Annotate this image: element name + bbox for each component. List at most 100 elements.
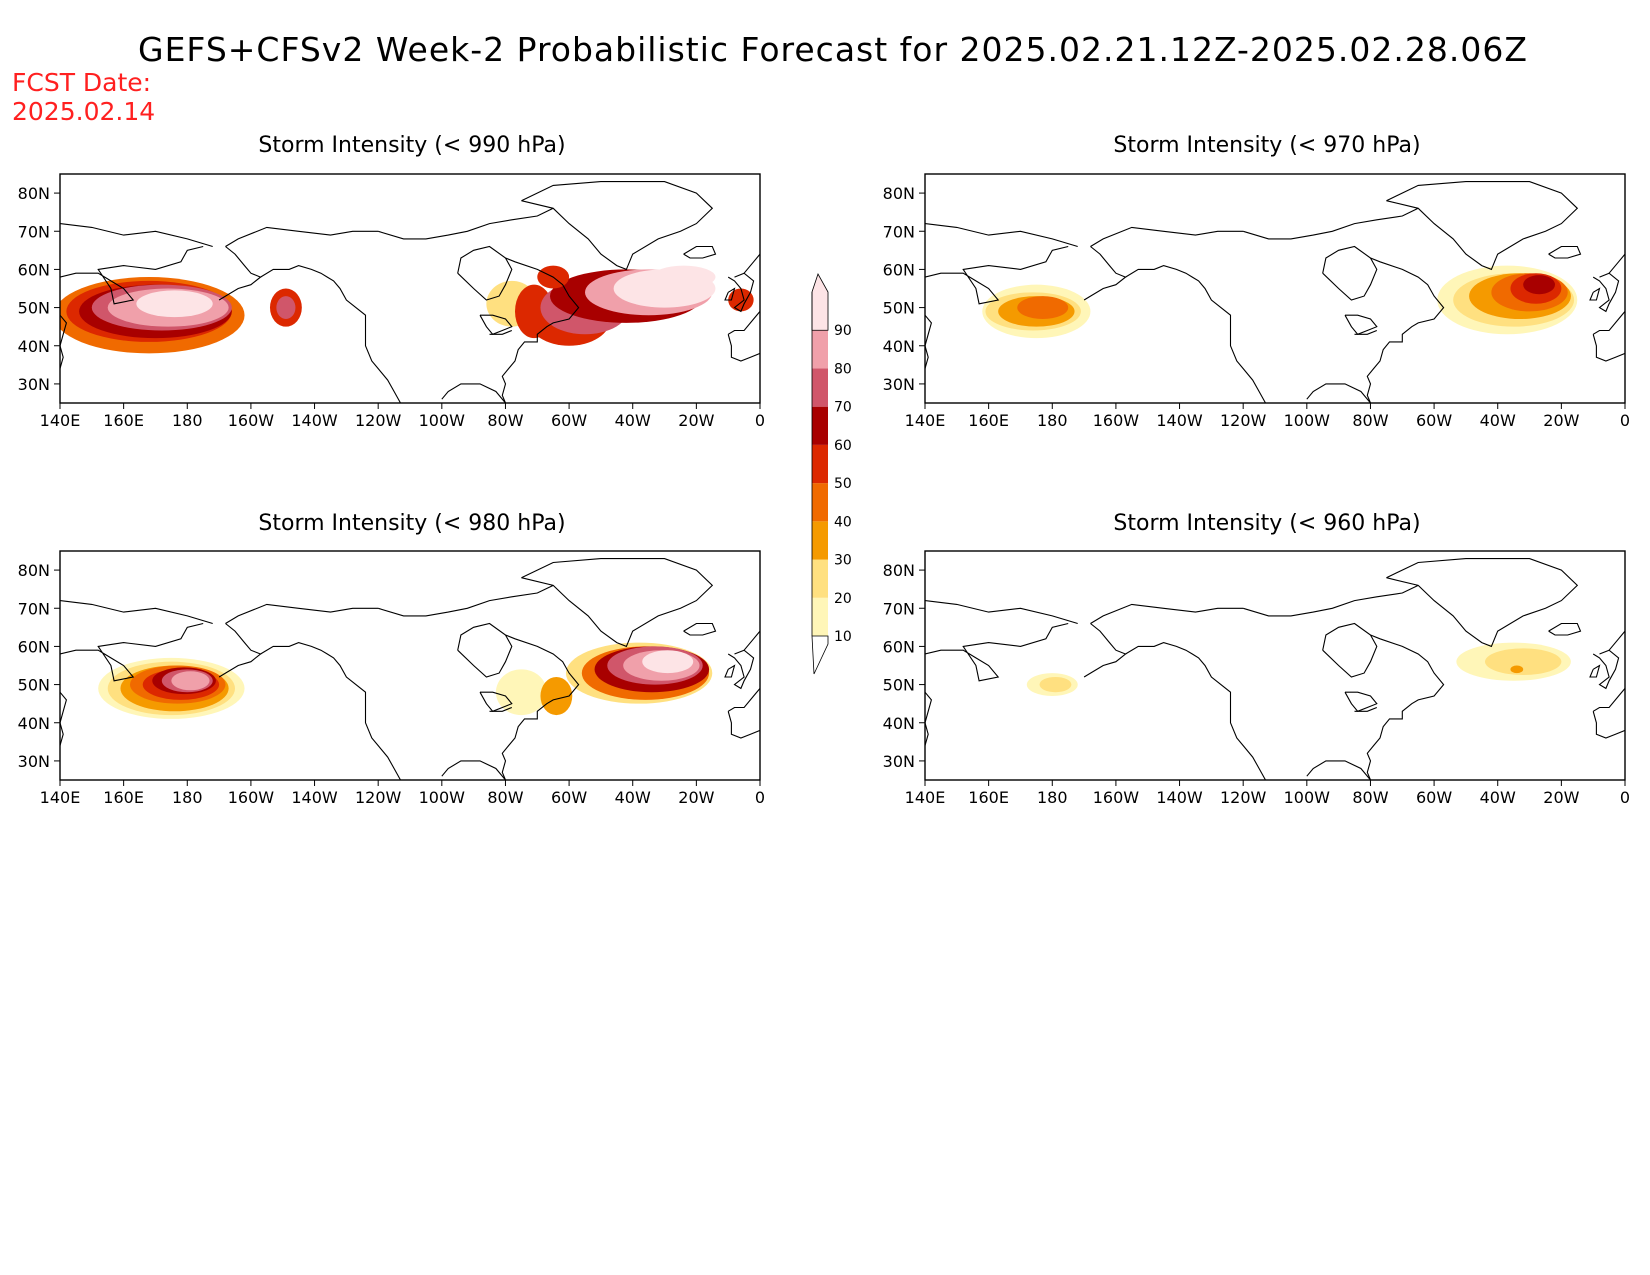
probability-shading: [495, 669, 547, 716]
lon-tick-label: 140E: [40, 411, 81, 430]
colorbar-swatch: [812, 444, 828, 484]
coastline: [1592, 272, 1620, 313]
coastline: [441, 383, 506, 403]
coastline: [1354, 706, 1378, 712]
coastline: [489, 706, 513, 712]
lon-tick-label: 60W: [551, 411, 587, 430]
coastline: [1306, 383, 1371, 403]
coastline: [225, 603, 379, 624]
coastline: [60, 622, 204, 682]
probability-shading: [136, 290, 213, 318]
lon-tick-label: 160E: [103, 788, 144, 807]
lat-tick-label: 30N: [18, 375, 50, 394]
coastline: [260, 265, 401, 403]
coastline: [727, 334, 760, 362]
coastline: [60, 314, 68, 369]
colorbar-label: 40: [834, 514, 852, 530]
coastline: [1608, 253, 1625, 274]
coastline: [1366, 257, 1445, 403]
coastline: [1608, 630, 1625, 651]
lon-tick-label: 160W: [228, 788, 275, 807]
lon-tick-label: 160W: [228, 411, 275, 430]
coastline: [225, 226, 379, 247]
coastline: [1344, 314, 1378, 335]
probability-shading: [651, 265, 716, 289]
coastline: [743, 253, 760, 274]
lat-tick-label: 50N: [18, 676, 50, 695]
colorbar-swatch: [812, 559, 828, 598]
lon-tick-label: 140E: [905, 411, 946, 430]
lon-tick-label: 120W: [355, 788, 402, 807]
colorbar-swatch: [812, 597, 828, 636]
coastline: [1386, 181, 1579, 271]
lon-tick-label: 160W: [1093, 788, 1140, 807]
forecast-date: FCST Date: 2025.02.14: [12, 68, 155, 126]
coastline: [501, 257, 580, 403]
lon-tick-label: 100W: [419, 788, 466, 807]
coastline: [683, 622, 717, 636]
coastline: [1592, 711, 1625, 739]
coastline: [1322, 622, 1378, 678]
lon-tick-label: 0: [755, 788, 765, 807]
coastline: [60, 600, 213, 625]
lon-tick-label: 0: [755, 411, 765, 430]
lon-tick-label: 120W: [355, 411, 402, 430]
map-frame: [924, 173, 1626, 404]
map-panel-2: 140E 160E 180 160W 140W 120W 100W 80W 60W 40W 20W 0…: [18, 550, 765, 807]
lat-tick-label: 60N: [883, 637, 915, 656]
map-frame: [924, 550, 1626, 781]
lat-tick-label: 50N: [883, 676, 915, 695]
coastline: [60, 223, 213, 248]
coastline: [378, 584, 554, 617]
lat-tick-label: 80N: [18, 561, 50, 580]
coastline: [378, 207, 554, 240]
lat-tick-label: 30N: [18, 752, 50, 771]
coastline: [743, 630, 760, 651]
coastline: [457, 622, 513, 678]
probability-shading: [1485, 648, 1562, 676]
lon-tick-label: 0: [1620, 411, 1630, 430]
lon-tick-label: 140W: [1156, 411, 1203, 430]
lat-tick-label: 50N: [18, 299, 50, 318]
lat-tick-label: 80N: [18, 184, 50, 203]
map-panel-1: 140E 160E 180 160W 140W 120W 100W 80W 60W 40W 20W 0…: [883, 173, 1630, 430]
lon-tick-label: 80W: [1352, 788, 1388, 807]
coastline: [218, 246, 262, 301]
panel-title-970: Storm Intensity (< 970 hPa): [1113, 133, 1421, 158]
coastline: [1344, 691, 1378, 712]
coastline: [60, 691, 68, 746]
lon-tick-label: 160E: [968, 788, 1009, 807]
lon-tick-label: 140W: [1156, 788, 1203, 807]
lon-tick-label: 100W: [1284, 788, 1331, 807]
colorbar: 10 20 30 40 50 60 70 80 90: [811, 273, 852, 675]
coastline: [1548, 245, 1582, 259]
panel-title-980: Storm Intensity (< 980 hPa): [258, 511, 566, 536]
coastline: [1592, 649, 1620, 690]
colorbar-label: 20: [834, 591, 852, 607]
coastline: [1306, 760, 1371, 780]
probability-shading: [642, 650, 694, 674]
panel-title-990: Storm Intensity (< 990 hPa): [258, 133, 566, 158]
colorbar-swatch: [812, 330, 828, 369]
coastline: [1243, 207, 1419, 240]
lon-tick-label: 180: [1037, 788, 1068, 807]
probability-shading: [728, 288, 754, 312]
coastline: [457, 245, 513, 301]
coastline: [479, 691, 513, 712]
lon-tick-label: 20W: [1543, 788, 1579, 807]
lon-tick-label: 40W: [615, 411, 651, 430]
map-panel-0: 140E 160E 180 160W 140W 120W 100W 80W 60W 40W 20W 0…: [18, 173, 765, 430]
lon-tick-label: 140W: [291, 788, 338, 807]
lat-tick-label: 40N: [883, 337, 915, 356]
coastline: [925, 314, 933, 369]
lat-tick-label: 70N: [883, 222, 915, 241]
lon-tick-label: 20W: [678, 788, 714, 807]
coastline: [479, 314, 513, 335]
colorbar-label: 10: [834, 629, 852, 645]
lat-tick-label: 70N: [18, 222, 50, 241]
probability-shading: [540, 676, 573, 716]
lon-tick-label: 20W: [678, 411, 714, 430]
colorbar-label: 30: [834, 553, 852, 569]
lon-tick-label: 140E: [40, 788, 81, 807]
